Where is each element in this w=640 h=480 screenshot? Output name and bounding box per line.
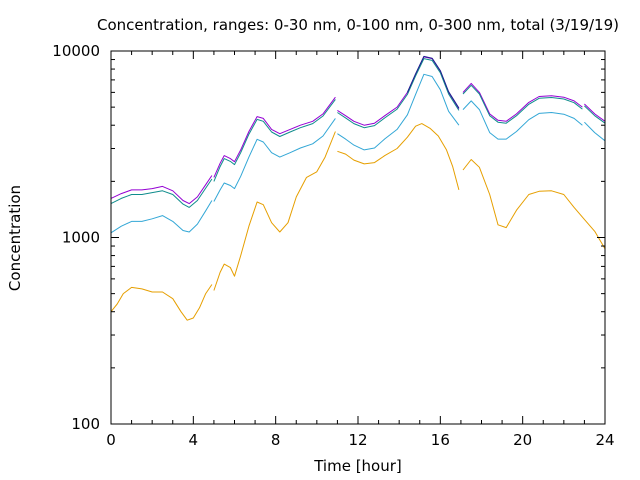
series-4-line-segment-3 xyxy=(462,159,606,250)
series-1-line-segment-0 xyxy=(110,178,213,208)
series-4-line-segment-2 xyxy=(337,123,460,191)
y-tick-label: 1000 xyxy=(62,229,100,247)
series-4-line-segment-1 xyxy=(213,131,336,291)
series-1-line-segment-2 xyxy=(337,58,460,129)
series-3-line-segment-3 xyxy=(462,100,583,140)
chart-title: Concentration, ranges: 0-30 nm, 0-100 nm… xyxy=(97,16,619,34)
y-tick-label: 100 xyxy=(71,415,100,433)
series-1-line-segment-1 xyxy=(213,99,336,182)
series-3-line-segment-0 xyxy=(110,200,213,234)
x-tick-label: 12 xyxy=(348,431,367,449)
x-axis-label: Time [hour] xyxy=(313,457,402,475)
series-0-line-segment-1 xyxy=(213,96,336,178)
y-tick-label: 10000 xyxy=(52,42,100,60)
x-tick-label: 8 xyxy=(271,431,281,449)
x-tick-label: 20 xyxy=(513,431,532,449)
x-tick-label: 16 xyxy=(431,431,450,449)
series-1-line-segment-3 xyxy=(462,84,583,124)
series-3-line-segment-4 xyxy=(584,121,606,142)
series-layer xyxy=(110,55,606,321)
series-2-line-segment-0 xyxy=(406,55,460,109)
series-0-line-segment-3 xyxy=(462,82,583,122)
series-4-line-segment-0 xyxy=(110,284,213,321)
x-tick-label: 24 xyxy=(595,431,614,449)
series-3-line-segment-2 xyxy=(337,73,460,151)
y-axis-label: Concentration xyxy=(6,185,24,291)
series-3-line-segment-1 xyxy=(213,118,336,202)
plot-frame xyxy=(110,50,606,425)
x-tick-label: 4 xyxy=(189,431,199,449)
series-0-line-segment-0 xyxy=(110,175,213,205)
series-1-line-segment-4 xyxy=(584,105,606,124)
x-tick-label: 0 xyxy=(106,431,116,449)
series-0-line-segment-4 xyxy=(584,103,606,122)
